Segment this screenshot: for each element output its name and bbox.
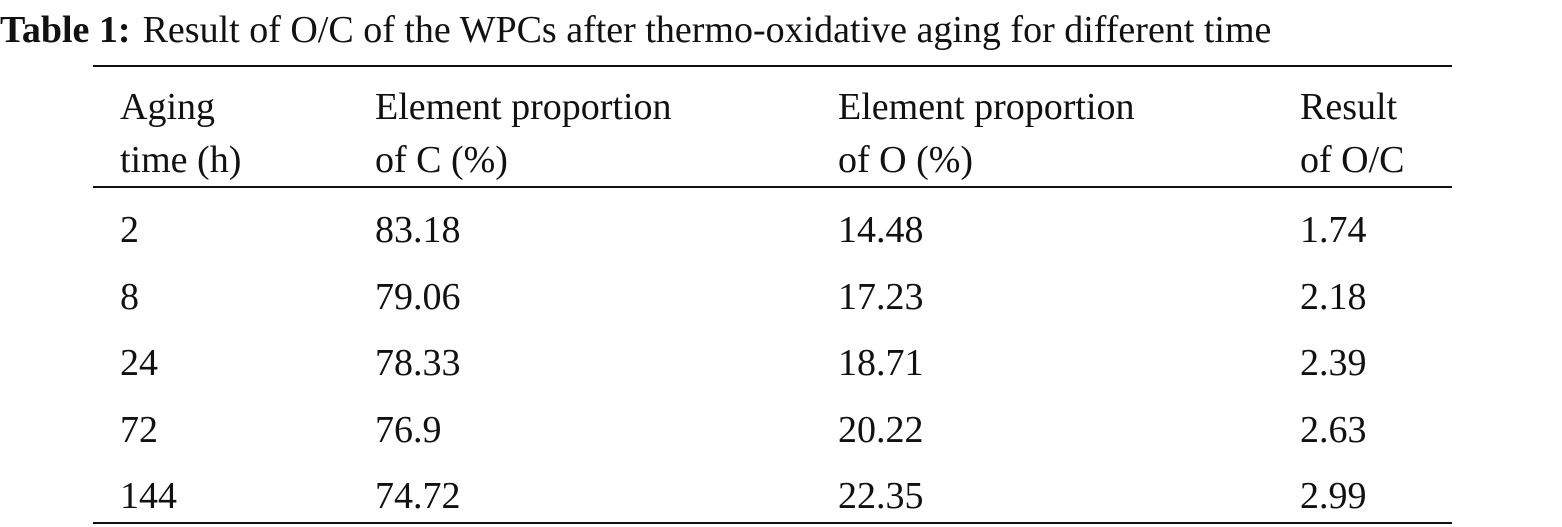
cell: 78.33 <box>375 342 461 384</box>
cell: 20.22 <box>838 408 924 451</box>
cell: 22.35 <box>838 475 924 517</box>
cell: 2.63 <box>1300 408 1367 451</box>
cell: 74.72 <box>375 475 461 517</box>
header-cell: Result <box>1300 86 1398 128</box>
caption-text: Result of O/C of the WPCs after thermo-o… <box>142 9 1272 51</box>
header-rule <box>93 186 1452 188</box>
header-cell: of O/C <box>1300 139 1405 181</box>
caption-label: Table 1: <box>0 9 131 51</box>
cell: 2.99 <box>1300 475 1367 517</box>
cell: 144 <box>120 475 177 517</box>
cell: 2.18 <box>1300 275 1367 318</box>
header-cell: of O (%) <box>838 139 974 181</box>
cell: 18.71 <box>838 342 924 384</box>
caption: Table 1: Result of O/C of the WPCs after … <box>0 11 1271 49</box>
cell: 2.39 <box>1300 342 1367 384</box>
cell: 79.06 <box>375 275 461 318</box>
header-cell: of C (%) <box>375 139 508 181</box>
header-cell: time (h) <box>120 139 242 181</box>
header-cell: Element proportion <box>375 86 672 128</box>
cell: 76.9 <box>375 408 442 451</box>
cell: 72 <box>120 408 158 451</box>
header-cell: Element proportion <box>838 86 1135 128</box>
bottom-rule <box>93 522 1452 524</box>
cell: 1.74 <box>1300 209 1367 251</box>
top-rule <box>93 65 1452 67</box>
cell: 8 <box>120 275 139 318</box>
cell: 2 <box>120 209 139 251</box>
cell: 24 <box>120 342 158 384</box>
header-cell: Aging <box>120 86 215 128</box>
cell: 14.48 <box>838 209 924 251</box>
cell: 17.23 <box>838 275 924 318</box>
cell: 83.18 <box>375 209 461 251</box>
